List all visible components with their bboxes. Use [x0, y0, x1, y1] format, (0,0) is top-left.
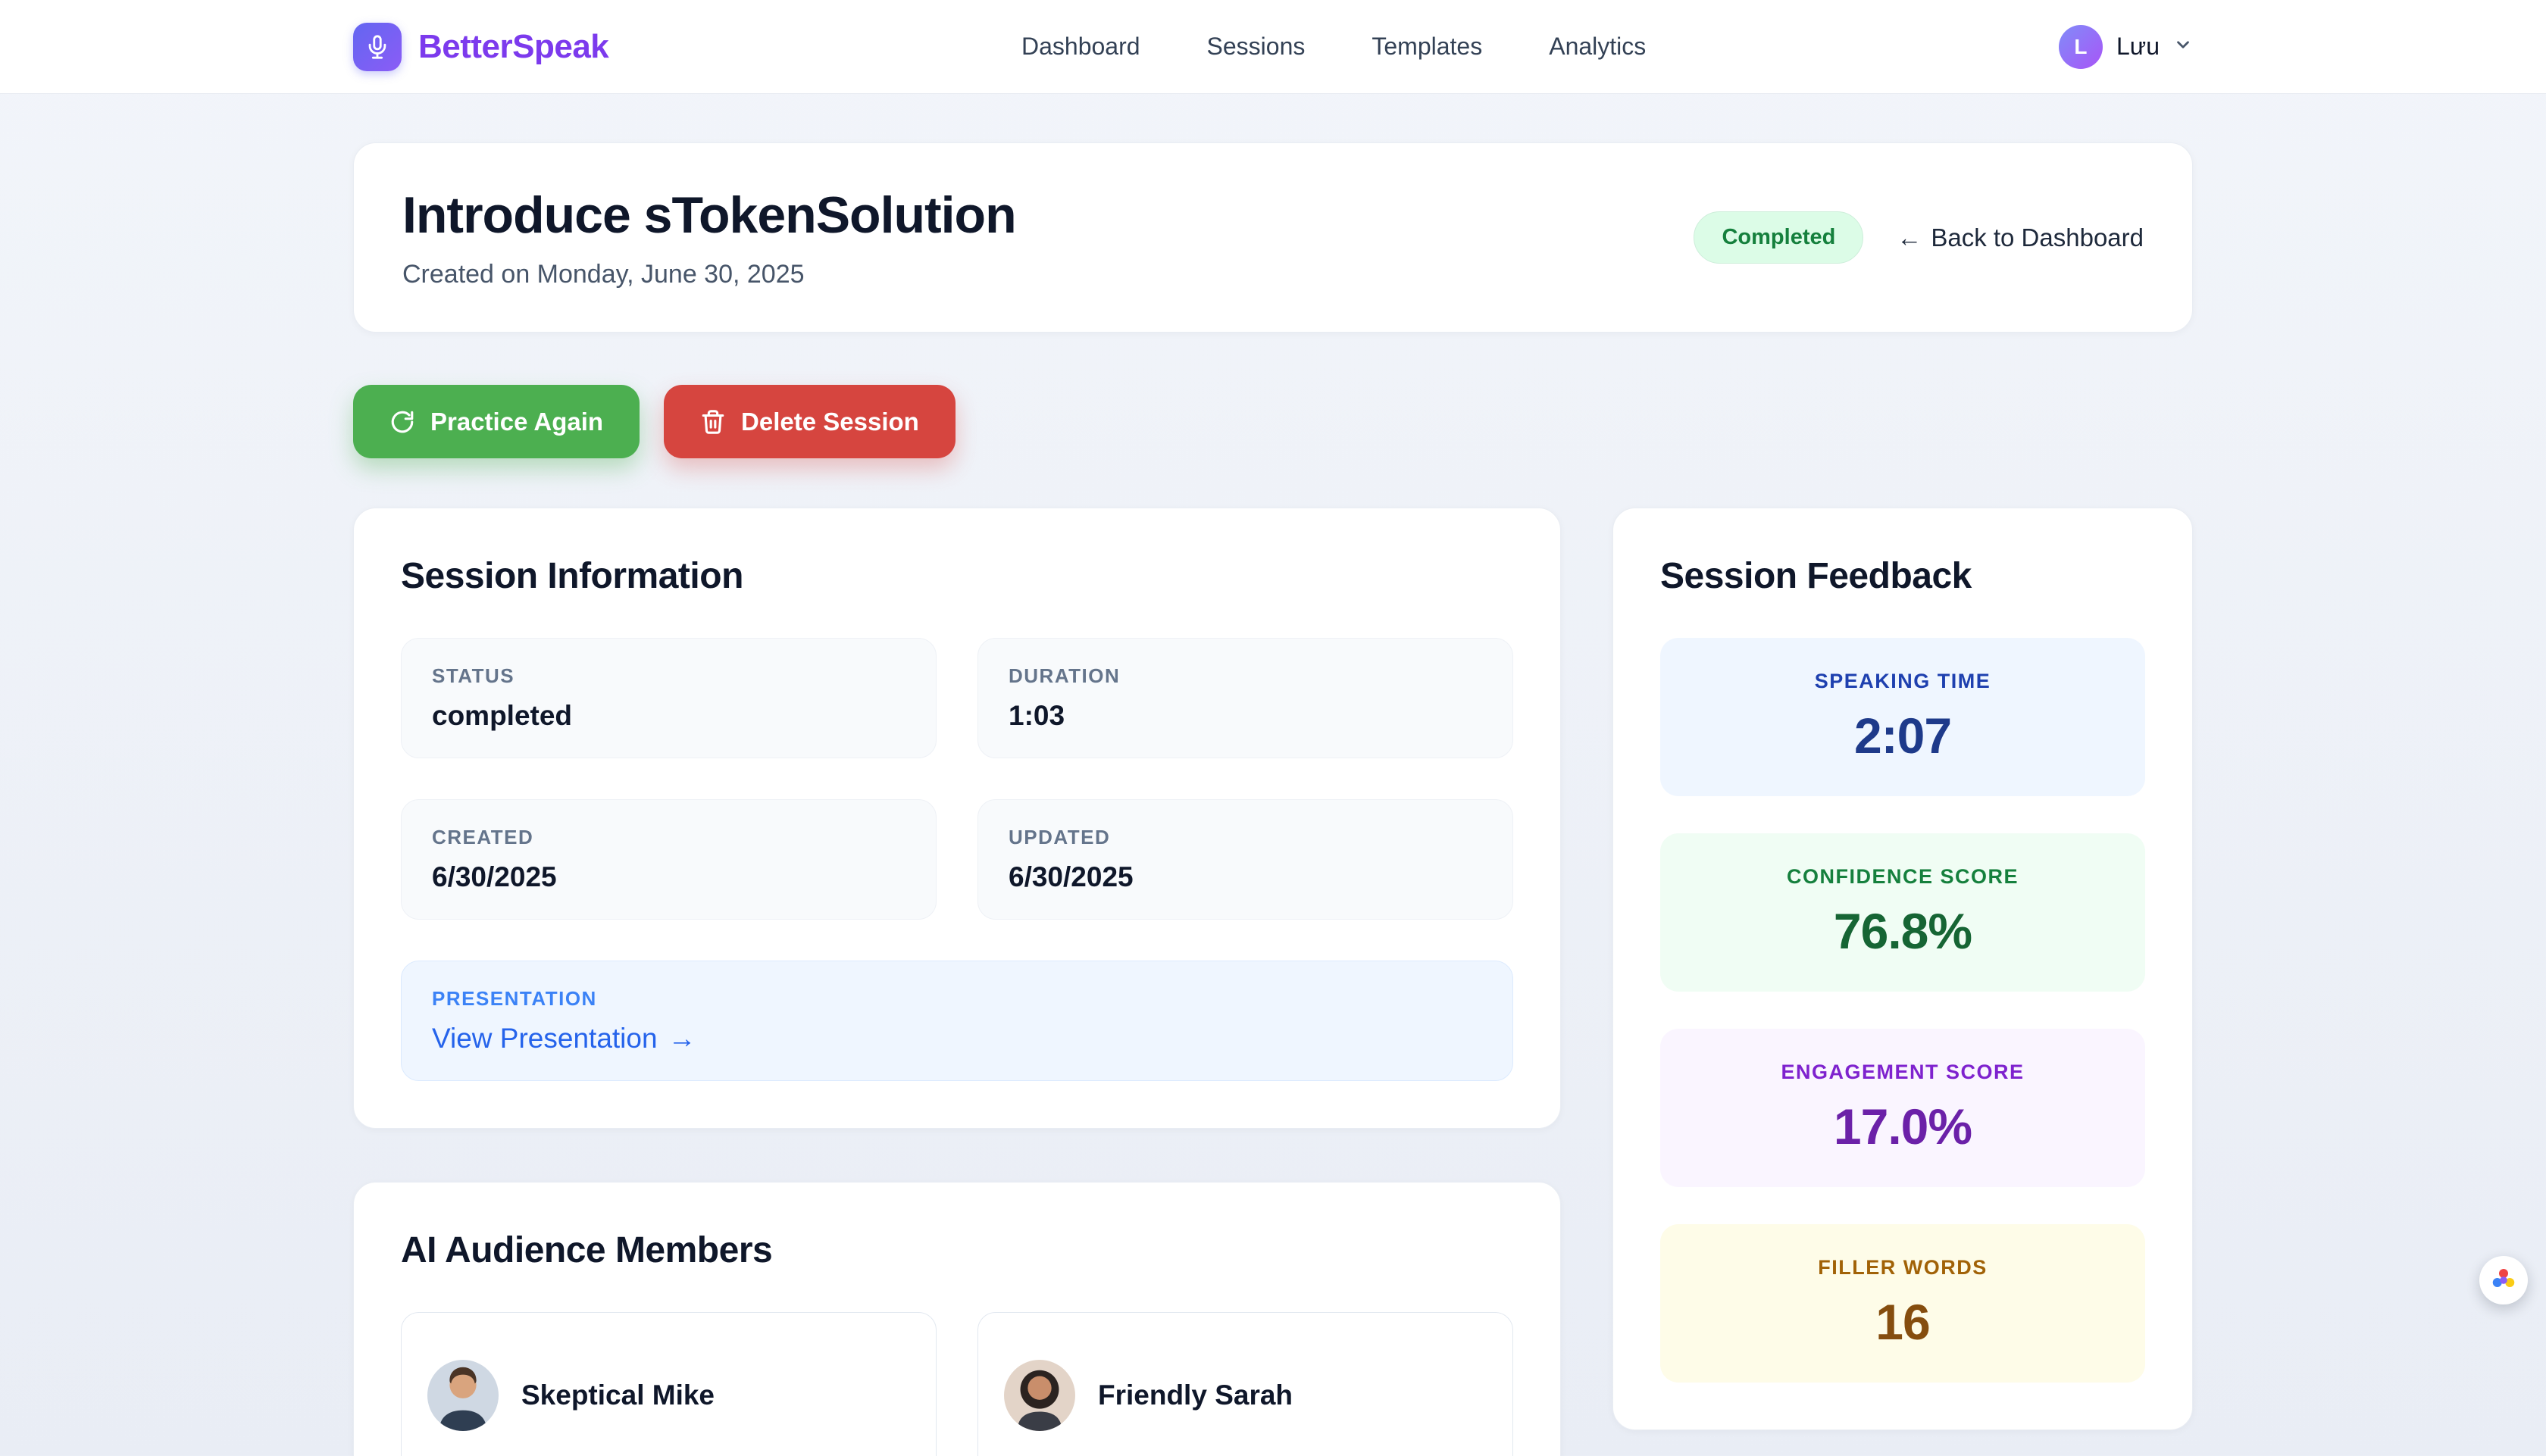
info-label: DURATION: [1009, 664, 1121, 687]
info-box-updated: UPDATED 6/30/2025: [977, 799, 1513, 920]
microphone-icon: [368, 34, 386, 59]
member-avatar: [1004, 1360, 1075, 1431]
presentation-label: PRESENTATION: [432, 987, 597, 1010]
info-label: UPDATED: [1009, 826, 1111, 848]
member-card-skeptical-mike: Skeptical Mike: [401, 1312, 937, 1456]
info-box-status: STATUS completed: [401, 638, 937, 758]
floating-widget-button[interactable]: [2479, 1256, 2528, 1304]
back-to-dashboard-link[interactable]: ← Back to Dashboard: [1897, 223, 2144, 252]
stat-label: SPEAKING TIME: [1814, 670, 1991, 692]
user-menu[interactable]: L Lưu: [2058, 24, 2193, 69]
session-feedback-card: Session Feedback SPEAKING TIME 2:07 CONF…: [1612, 508, 2193, 1430]
delete-session-button[interactable]: Delete Session: [664, 385, 956, 458]
view-presentation-link[interactable]: View Presentation →: [432, 1023, 1482, 1055]
session-information-title: Session Information: [401, 556, 743, 596]
audience-members-title: AI Audience Members: [401, 1230, 773, 1270]
stat-value: 2:07: [1853, 708, 1952, 764]
view-presentation-label: View Presentation: [432, 1023, 658, 1054]
main-nav: Dashboard Sessions Templates Analytics: [1021, 33, 1646, 61]
stat-speaking-time: SPEAKING TIME 2:07: [1660, 638, 2145, 796]
member-card-friendly-sarah: Friendly Sarah: [977, 1312, 1513, 1456]
nav-item-sessions[interactable]: Sessions: [1206, 33, 1306, 60]
info-box-duration: DURATION 1:03: [977, 638, 1513, 758]
colorful-flower-icon: [2492, 1269, 2515, 1287]
stat-label: ENGAGEMENT SCORE: [1781, 1061, 2025, 1083]
stat-filler-words: FILLER WORDS 16: [1660, 1224, 2145, 1383]
stat-value: 76.8%: [1833, 903, 1972, 959]
avatar: L: [2058, 24, 2103, 69]
nav-item-templates[interactable]: Templates: [1372, 33, 1483, 60]
main-content: Introduce sTokenSolution Created on Mond…: [353, 94, 2193, 1456]
arrow-left-icon: ←: [1897, 223, 1922, 252]
info-box-created: CREATED 6/30/2025: [401, 799, 937, 920]
session-feedback-title: Session Feedback: [1660, 556, 1972, 596]
user-name: Lưu: [2116, 33, 2160, 60]
stat-value: 17.0%: [1833, 1098, 1972, 1154]
action-buttons: Practice Again Delete Session: [353, 385, 2193, 458]
info-value: 6/30/2025: [1009, 861, 1134, 892]
member-avatar: [427, 1360, 499, 1431]
session-header-card: Introduce sTokenSolution Created on Mond…: [353, 142, 2193, 333]
presentation-box: PRESENTATION View Presentation →: [401, 961, 1513, 1081]
info-value: completed: [432, 700, 573, 731]
chevron-down-icon: [2173, 35, 2193, 58]
page-subtitle: Created on Monday, June 30, 2025: [402, 260, 805, 289]
stat-label: FILLER WORDS: [1818, 1256, 1988, 1279]
stat-engagement-score: ENGAGEMENT SCORE 17.0%: [1660, 1029, 2145, 1187]
practice-again-label: Practice Again: [430, 407, 604, 436]
back-link-label: Back to Dashboard: [1931, 223, 2144, 252]
navbar: BetterSpeak Dashboard Sessions Templates…: [0, 0, 2546, 94]
nav-item-dashboard[interactable]: Dashboard: [1021, 33, 1140, 60]
brand-name: BetterSpeak: [418, 27, 609, 65]
trash-icon: [702, 409, 724, 434]
info-value: 1:03: [1009, 700, 1065, 731]
arrow-right-icon: →: [668, 1023, 696, 1054]
delete-session-label: Delete Session: [741, 407, 919, 436]
stat-value: 16: [1875, 1294, 1930, 1350]
brand-logo: [353, 22, 402, 71]
info-label: CREATED: [432, 826, 534, 848]
status-badge: Completed: [1694, 211, 1864, 264]
audience-members-card: AI Audience Members Skeptical Mike: [353, 1182, 1561, 1456]
brand[interactable]: BetterSpeak: [353, 22, 609, 71]
stat-label: CONFIDENCE SCORE: [1786, 865, 2019, 888]
practice-again-button[interactable]: Practice Again: [353, 385, 640, 458]
info-value: 6/30/2025: [432, 861, 557, 892]
member-name: Friendly Sarah: [1098, 1379, 1293, 1411]
page-title: Introduce sTokenSolution: [402, 186, 1017, 244]
info-label: STATUS: [432, 664, 515, 687]
refresh-icon: [391, 411, 414, 433]
stat-confidence-score: CONFIDENCE SCORE 76.8%: [1660, 833, 2145, 992]
nav-item-analytics[interactable]: Analytics: [1549, 33, 1647, 60]
session-information-card: Session Information STATUS completed DUR…: [353, 508, 1561, 1129]
member-name: Skeptical Mike: [521, 1379, 715, 1411]
